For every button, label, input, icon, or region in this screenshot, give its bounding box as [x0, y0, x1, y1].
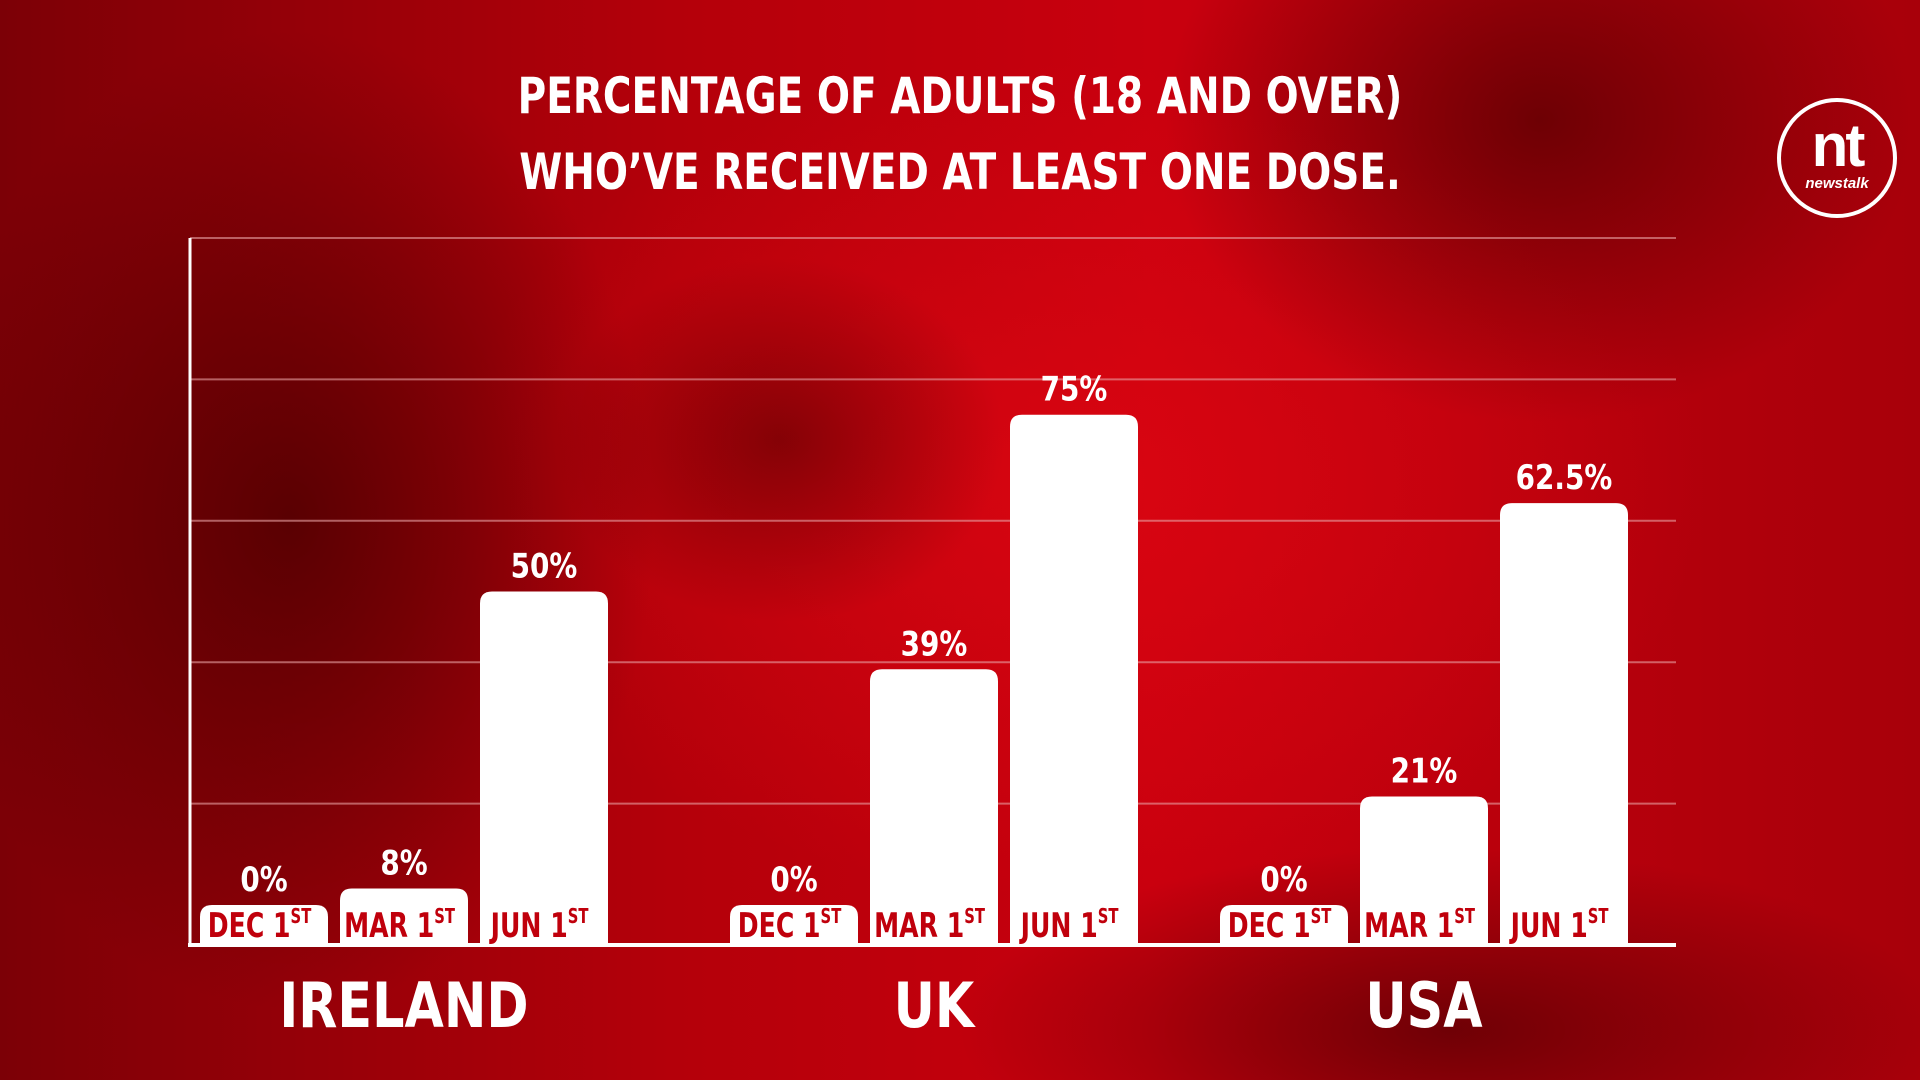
category-suffix: ST [1311, 906, 1332, 929]
logo-word: newstalk [1805, 175, 1869, 192]
category-suffix: ST [291, 906, 312, 929]
value-label-ireland-mar-1: 8% [380, 844, 427, 883]
category-suffix: ST [964, 906, 985, 929]
value-label-uk-mar-1: 39% [901, 625, 968, 664]
group-label-ireland: IRELAND [279, 970, 528, 1042]
value-label-usa-mar-1: 21% [1391, 752, 1458, 791]
value-label-usa-jun-1: 62.5% [1516, 459, 1613, 498]
category-label-uk-mar-1: MAR 1ST [874, 906, 985, 946]
category-suffix: ST [1098, 906, 1119, 929]
category-label-uk-jun-1: JUN 1ST [1019, 906, 1119, 946]
bar-ireland-mar-1 [340, 888, 468, 945]
bar-ireland-jun-1 [480, 591, 608, 945]
bar-ireland-dec-1 [200, 905, 328, 945]
category-suffix: ST [568, 906, 589, 929]
bar-usa-dec-1 [1220, 905, 1348, 945]
category-label-usa-jun-1: JUN 1ST [1509, 906, 1609, 946]
logo-mark: nt [1811, 112, 1866, 179]
category-suffix: ST [821, 906, 842, 929]
category-suffix: ST [1454, 906, 1475, 929]
bar-usa-mar-1 [1360, 796, 1488, 945]
value-label-ireland-dec-1: 0% [240, 860, 287, 899]
group-label-usa: USA [1365, 970, 1482, 1042]
value-label-uk-dec-1: 0% [770, 860, 817, 899]
value-label-ireland-jun-1: 50% [511, 547, 578, 586]
newstalk-logo: nt newstalk [1777, 98, 1897, 218]
value-label-uk-jun-1: 75% [1041, 370, 1108, 409]
bar-uk-jun-1 [1010, 414, 1138, 945]
bar-usa-jun-1 [1500, 503, 1628, 945]
bar-uk-mar-1 [870, 669, 998, 945]
title-line-1: PERCENTAGE OF ADULTS (18 AND OVER) [517, 67, 1403, 125]
category-suffix: ST [1588, 906, 1609, 929]
title-line-2: WHO’VE RECEIVED AT LEAST ONE DOSE. [519, 143, 1401, 201]
value-label-usa-dec-1: 0% [1260, 860, 1307, 899]
chart-title: PERCENTAGE OF ADULTS (18 AND OVER) WHO’V… [211, 58, 1709, 210]
category-label-usa-mar-1: MAR 1ST [1364, 906, 1475, 946]
bar-uk-dec-1 [730, 905, 858, 945]
category-suffix: ST [434, 906, 455, 929]
group-label-uk: UK [894, 970, 977, 1042]
